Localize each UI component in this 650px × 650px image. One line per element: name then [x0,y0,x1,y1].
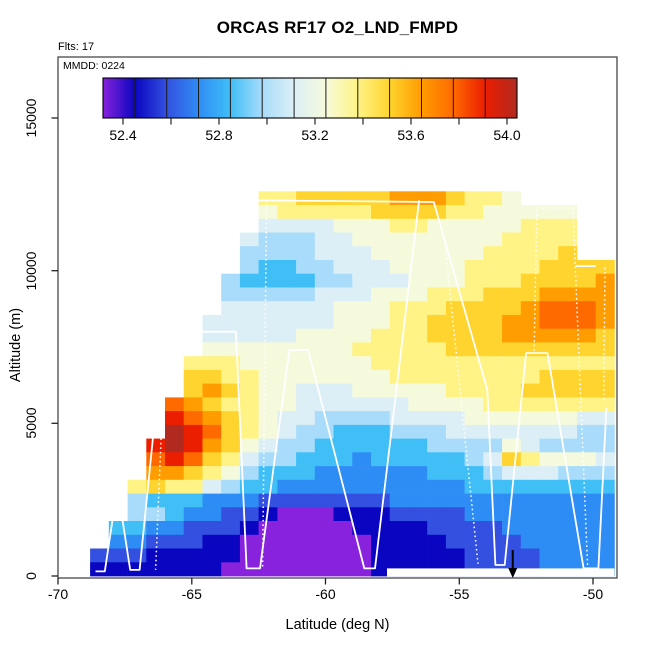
flight-track-solid [255,199,608,570]
flight-track-dotted [443,240,479,564]
flight-track-dotted [572,208,589,567]
colorbar-tick-label: 52.4 [109,127,137,143]
x-tick-label: -55 [449,586,470,602]
colorbar [102,77,518,119]
date-annotation: MMDD: 0224 [63,60,125,72]
y-tick-label: 10000 [23,251,39,291]
flight-track-solid [95,200,420,573]
flight-track-dotted [154,343,166,570]
flights-annotation: Flts: 17 [58,41,95,53]
chart-title: ORCAS RF17 O2_LND_FMPD [216,18,459,37]
colorbar-tick-label: 52.8 [205,127,233,143]
colorbar-tick-label: 53.2 [301,127,329,143]
y-tick-label: 0 [23,572,39,580]
x-tick-label: -70 [47,586,69,602]
location-arrow-head [508,568,518,578]
colorbar-tick-label: 54.0 [493,127,521,143]
x-axis-label: Latitude (deg N) [285,617,390,633]
flight-track-dotted [533,209,538,352]
y-tick-label: 5000 [23,407,39,439]
colorbar-tick-label: 53.6 [397,127,425,143]
x-tick-label: -50 [582,586,604,602]
x-tick-label: -60 [315,586,336,602]
plot-box [57,56,618,579]
y-tick-label: 15000 [23,98,39,138]
x-tick-label: -65 [181,586,202,602]
